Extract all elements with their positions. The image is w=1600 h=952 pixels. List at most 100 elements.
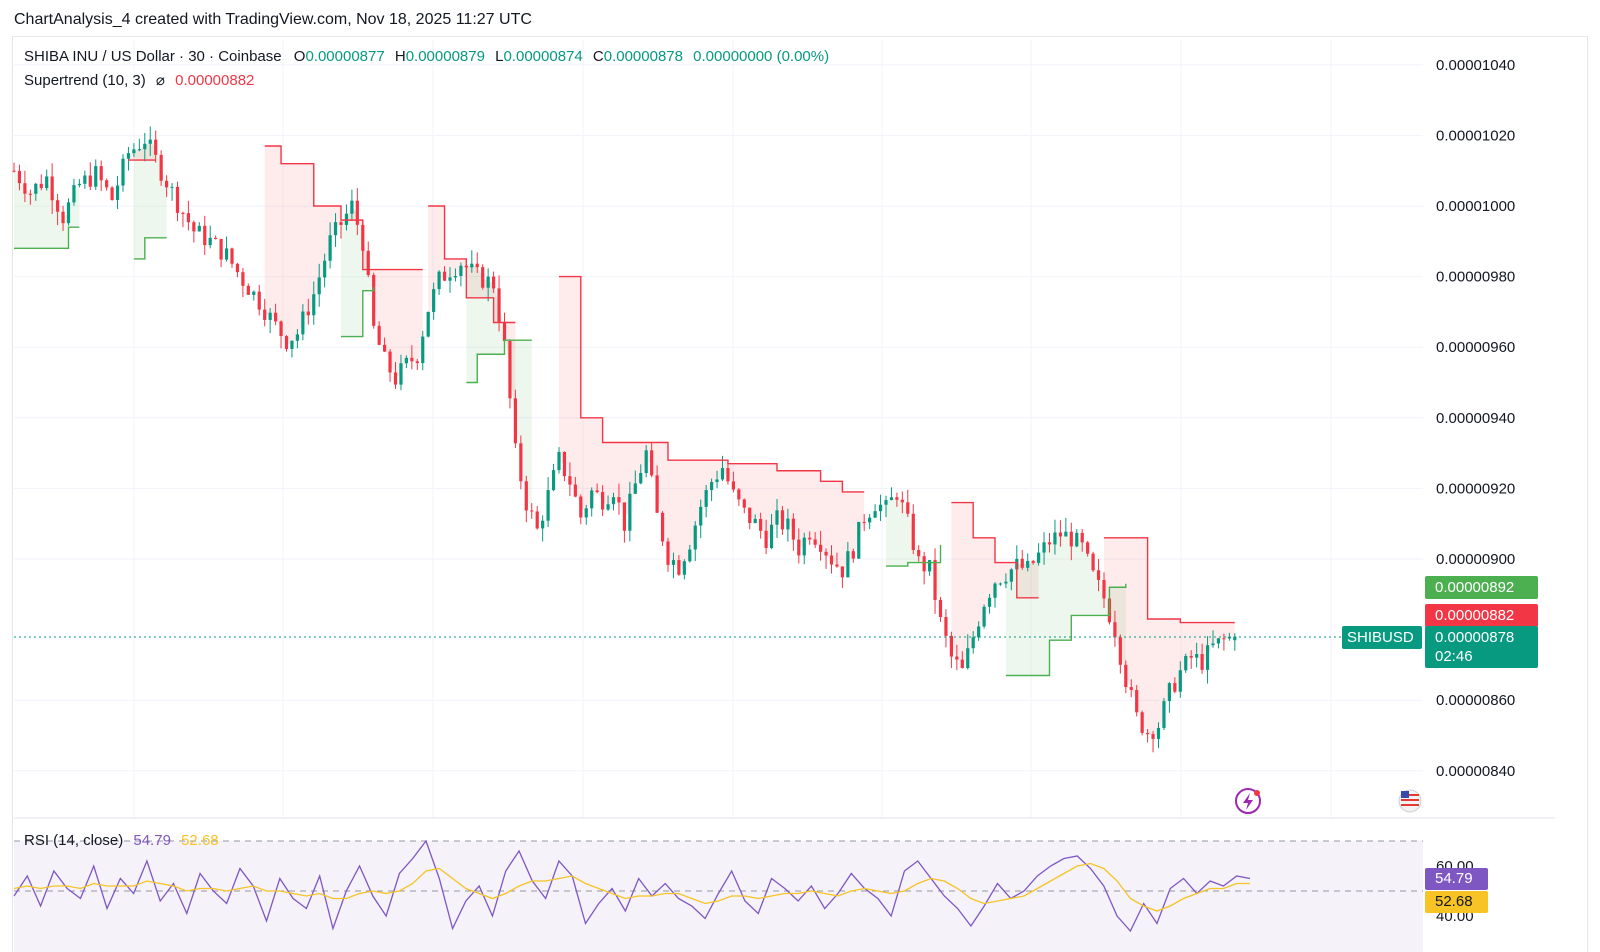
candle-body-157 [868,517,872,523]
rsi-value: 54.79 [133,832,171,849]
candle-body-66 [372,275,376,326]
candle-body-97 [541,520,545,529]
candle-body-77 [432,289,436,312]
candle-body-219 [1205,645,1210,670]
candle-body-101 [562,451,567,477]
last-price-value: 0.00000878 [1435,629,1515,646]
candle-body-187 [1031,560,1035,563]
candle-body-71 [399,363,403,385]
candle-body-40 [230,248,234,264]
candle-body-109 [606,504,610,510]
candle-body-21 [126,153,131,159]
candle-body-106 [590,490,594,509]
candle-body-189 [1042,542,1046,553]
candle-body-26 [154,139,158,155]
candle-body-160 [884,500,888,505]
candle-body-6 [45,176,49,189]
candle-body-158 [873,511,877,518]
candle-body-24 [143,143,147,150]
supertrend-down-fill-2 [428,206,516,421]
candle-body-177 [977,626,981,638]
candle-body-112 [622,502,626,531]
chart-attribution: ChartAnalysis_4 created with TradingView… [14,11,532,28]
candle-body-20 [121,158,125,186]
candle-body-119 [660,512,665,542]
indicator-legend: Supertrend (10, 3) ⌀ 0.00000882 [24,71,254,89]
candle-body-74 [415,361,419,364]
candle-body-216 [1189,655,1193,658]
rsi-tag: 54.79 [1425,868,1488,890]
flash-icon[interactable] [1235,788,1261,814]
candle-body-39 [224,248,229,260]
candle-body-192 [1058,532,1062,537]
candle-body-30 [175,186,180,213]
candle-body-28 [165,180,169,188]
candle-body-2 [23,183,27,194]
price-tick-3: 0.00000980 [1436,269,1515,286]
candle-body-114 [633,483,637,494]
candle-body-41 [235,263,240,273]
supertrend-down-line-2 [428,205,516,324]
indicator-value: 0.00000882 [175,72,255,89]
supertrend-tag: 0.00000882 [1425,604,1538,627]
candle-body-186 [1026,560,1030,568]
candle-body-150 [829,555,834,565]
candle-body-169 [933,560,937,600]
candle-body-80 [448,277,452,281]
symbol-title[interactable]: SHIBA INU / US Dollar · 30 · Coinbase [24,48,282,65]
candle-body-23 [137,149,141,151]
candle-body-126 [699,506,703,526]
candle-body-89 [497,288,501,323]
supertrend-up-fill-1 [133,141,167,259]
candle-body-78 [437,271,441,290]
candle-body-198 [1091,553,1095,571]
candle-body-94 [524,481,528,511]
candle-body-141 [780,510,785,530]
price-tick-8: 0.00000860 [1436,692,1515,709]
candle-body-87 [486,276,490,288]
candle-body-176 [971,637,975,649]
supertrend-up-line-5 [1005,583,1127,677]
candle-body-48 [274,312,278,322]
candle-body-55 [312,294,316,316]
supertrend-up-fill-2 [341,207,374,337]
indicator-name[interactable]: Supertrend (10, 3) [24,72,146,89]
candle-body-46 [263,309,267,320]
supertrend-up-line-1 [133,237,167,260]
candle-body-188 [1037,552,1041,563]
open-value: 0.00000877 [305,48,385,65]
candle-body-91 [508,341,512,399]
candle-body-73 [410,357,414,362]
supertrend-down-line-4 [951,501,1039,599]
candle-body-75 [421,336,425,364]
candle-body-149 [824,551,828,556]
candle-body-125 [693,525,697,550]
price-axis: 0.00001040 0.00001020 0.00001000 0.00000980… [1436,57,1515,780]
candle-body-49 [279,321,283,337]
candle-body-178 [982,606,986,627]
candle-body-209 [1151,734,1155,739]
rsi-name[interactable]: RSI (14, close) [24,832,124,849]
candle-body-215 [1184,655,1188,671]
eye-off-icon[interactable]: ⌀ [155,72,165,89]
us-flag-icon[interactable] [1398,789,1422,813]
candle-body-70 [393,372,398,385]
high-value: 0.00000879 [405,48,485,65]
candle-body-165 [911,513,915,550]
candle-body-32 [186,213,190,223]
candle-body-69 [388,351,392,373]
candle-body-86 [481,267,485,288]
candle-body-51 [290,340,294,349]
candle-body-59 [333,222,338,236]
candle-body-175 [966,648,970,669]
candle-body-197 [1086,542,1090,554]
candle-body-14 [88,175,92,187]
candle-body-100 [557,451,561,471]
candle-body-108 [601,492,605,510]
candle-body-88 [492,276,496,289]
candle-body-136 [753,518,757,523]
candle-body-134 [742,499,746,508]
candle-body-65 [366,250,370,276]
candle-body-196 [1080,532,1084,543]
